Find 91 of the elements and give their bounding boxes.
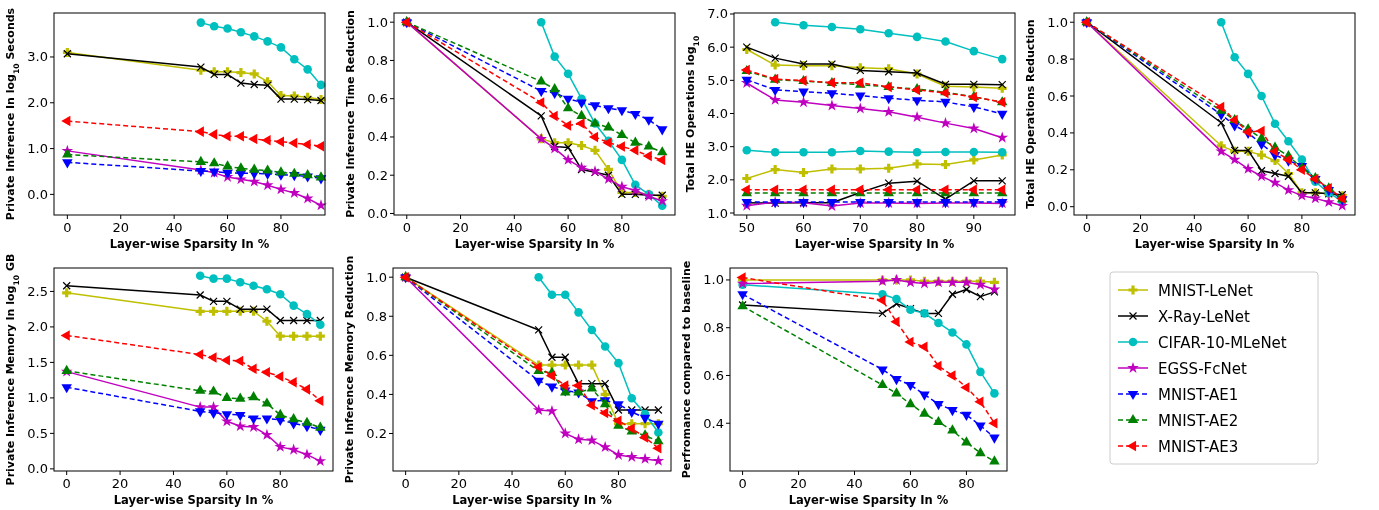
x-axis-title: Layer-wise Sparsity In % — [794, 237, 955, 251]
legend-label: MNIST-LeNet — [1158, 281, 1254, 300]
x-tick-label: 60 — [559, 220, 577, 235]
y-axis-title: Total HE Operations Reduction — [1024, 19, 1037, 209]
x-axis-title: Layer-wise Sparsity In % — [1134, 237, 1295, 251]
y-tick-label: 0.2 — [367, 167, 388, 183]
x-axis-title: Layer-wise Sparsity In % — [452, 493, 613, 507]
y-tick-label: 7.0 — [707, 6, 728, 22]
y-axis-title: Perfromance compared to baseline — [680, 260, 693, 479]
y-tick-label: 0.0 — [27, 186, 48, 202]
y-tick-label: 3.0 — [27, 49, 48, 65]
y-tick-label: 1.0 — [27, 390, 48, 406]
legend-label: CIFAR-10-MLeNet — [1158, 333, 1287, 352]
legend-label: X-Ray-LeNet — [1158, 307, 1251, 326]
y-tick-label: 2.0 — [27, 95, 48, 111]
x-tick-label: 40 — [506, 220, 523, 235]
x-tick-label: 80 — [958, 476, 975, 491]
legend-label: MNIST-AE3 — [1158, 437, 1239, 456]
y-tick-label: 1.0 — [27, 141, 48, 157]
y-tick-label: 0.8 — [366, 308, 387, 324]
x-tick-label: 40 — [846, 476, 863, 491]
x-tick-label: 20 — [111, 476, 129, 491]
legend-label: EGSS-FcNet — [1158, 359, 1247, 378]
x-tick-label: 0 — [401, 476, 410, 491]
x-tick-label: 0 — [63, 220, 72, 235]
y-tick-label: 0.6 — [703, 367, 724, 383]
y-tick-label: 0.4 — [367, 129, 388, 145]
y-tick-label: 0.2 — [366, 425, 387, 441]
x-tick-label: 0 — [1082, 220, 1091, 235]
y-tick-label: 2.5 — [27, 283, 48, 299]
y-tick-label: 0.6 — [1047, 88, 1068, 104]
x-tick-label: 60 — [1239, 220, 1257, 235]
x-tick-label: 80 — [610, 476, 627, 491]
x-tick-label: 50 — [738, 220, 756, 235]
x-tick-label: 0 — [62, 476, 71, 491]
x-tick-label: 40 — [165, 220, 183, 235]
y-tick-label: 1.0 — [366, 269, 387, 285]
x-axis-title: Layer-wise Sparsity In % — [109, 237, 270, 251]
x-tick-label: 0 — [738, 476, 747, 491]
x-axis-title: Layer-wise Sparsity In % — [113, 493, 274, 507]
y-tick-label: 5.0 — [707, 72, 728, 88]
y-tick-label: 0.4 — [1047, 125, 1068, 141]
x-tick-label: 80 — [272, 220, 290, 235]
x-tick-label: 70 — [852, 220, 869, 235]
legend-label: MNIST-AE1 — [1158, 385, 1239, 404]
y-tick-label: 0.8 — [367, 52, 388, 68]
y-tick-label: 0.4 — [366, 386, 387, 402]
x-tick-label: 20 — [112, 220, 130, 235]
y-tick-label: 0.8 — [703, 320, 724, 336]
x-tick-label: 20 — [450, 476, 468, 491]
y-tick-label: 0.0 — [367, 205, 388, 221]
x-tick-label: 20 — [1132, 220, 1149, 235]
y-axis-title: Private Inference Memory Reduction — [343, 255, 356, 484]
x-tick-label: 0 — [402, 220, 411, 235]
x-tick-label: 60 — [556, 476, 574, 491]
y-tick-label: 2.0 — [707, 172, 728, 188]
x-tick-label: 80 — [272, 476, 289, 491]
y-tick-label: 0.6 — [366, 347, 387, 363]
y-tick-label: 6.0 — [707, 39, 728, 55]
x-tick-label: 80 — [613, 220, 631, 235]
y-tick-label: 3.0 — [707, 139, 728, 155]
y-tick-label: 1.0 — [703, 272, 724, 288]
legend-label: MNIST-AE2 — [1158, 411, 1239, 430]
x-tick-label: 80 — [908, 220, 926, 235]
y-axis-title: Private Inference Time Reduction — [344, 10, 357, 218]
x-tick-label: 90 — [965, 220, 983, 235]
x-axis-title: Layer-wise Sparsity In % — [788, 493, 949, 507]
y-tick-label: 2.0 — [27, 319, 48, 335]
x-tick-label: 40 — [503, 476, 521, 491]
x-tick-label: 60 — [795, 220, 812, 235]
y-tick-label: 0.0 — [1047, 199, 1068, 215]
y-tick-label: 0.4 — [703, 415, 724, 431]
y-tick-label: 0.0 — [27, 461, 48, 477]
x-tick-label: 60 — [218, 476, 236, 491]
x-tick-label: 20 — [790, 476, 807, 491]
y-tick-label: 0.2 — [1047, 162, 1068, 178]
y-tick-label: 0.8 — [1047, 51, 1068, 67]
x-tick-label: 80 — [1293, 220, 1311, 235]
y-tick-label: 1.0 — [1047, 14, 1068, 30]
x-tick-label: 60 — [219, 220, 236, 235]
y-tick-label: 0.6 — [367, 91, 388, 107]
y-tick-label: 4.0 — [707, 106, 728, 121]
y-tick-label: 0.5 — [27, 425, 48, 441]
x-tick-label: 20 — [452, 220, 469, 235]
x-tick-label: 40 — [165, 476, 182, 491]
y-tick-label: 1.5 — [27, 354, 48, 370]
y-tick-label: 1.0 — [367, 14, 388, 30]
x-tick-label: 40 — [1186, 220, 1203, 235]
x-axis-title: Layer-wise Sparsity In % — [454, 237, 615, 251]
x-tick-label: 60 — [902, 476, 919, 491]
y-tick-label: 1.0 — [707, 205, 728, 221]
